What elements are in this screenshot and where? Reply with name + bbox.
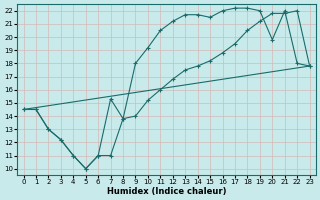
X-axis label: Humidex (Indice chaleur): Humidex (Indice chaleur)	[107, 187, 226, 196]
